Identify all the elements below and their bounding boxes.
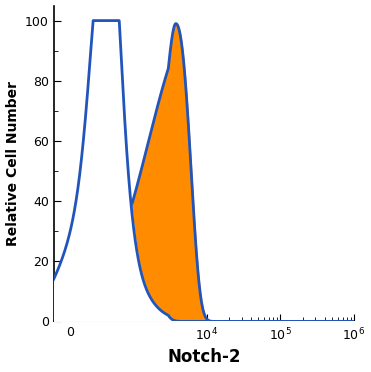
X-axis label: Notch-2: Notch-2 xyxy=(167,349,241,366)
Y-axis label: Relative Cell Number: Relative Cell Number xyxy=(6,81,20,246)
